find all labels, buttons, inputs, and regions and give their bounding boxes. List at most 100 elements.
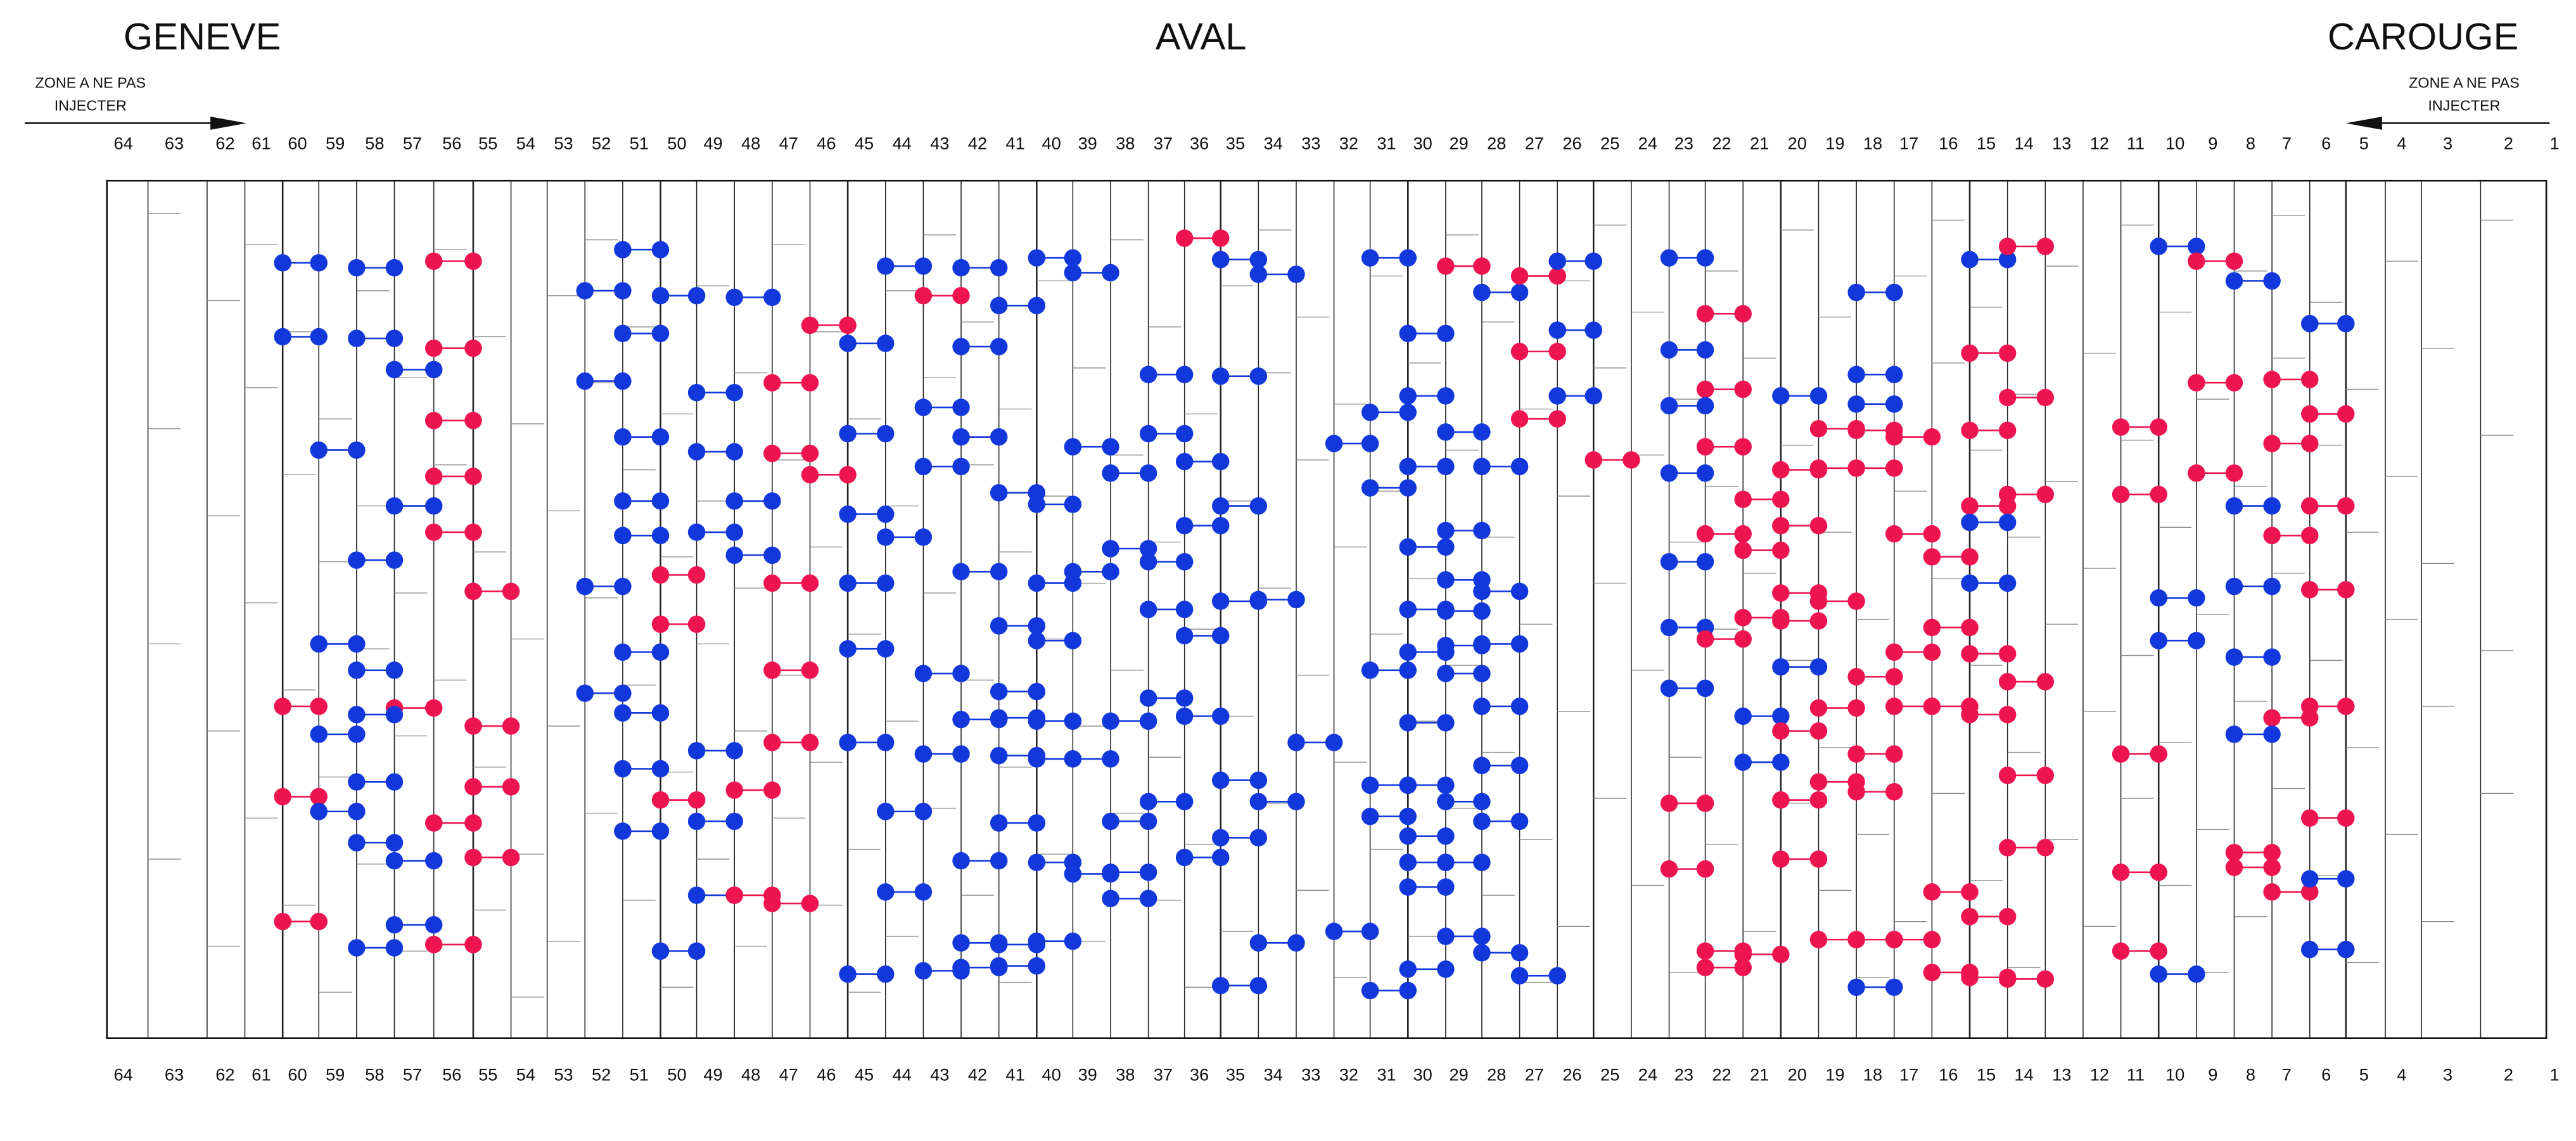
injection-point — [763, 661, 781, 679]
injection-point — [1028, 249, 1046, 267]
injection-point — [1809, 387, 1828, 405]
injection-point — [801, 316, 819, 335]
injection-point — [990, 563, 1008, 581]
injection-point — [687, 942, 706, 960]
injection-point — [1696, 464, 1714, 482]
zone-label: ZONE A NE PAS — [2409, 74, 2520, 91]
injection-point — [877, 335, 895, 352]
column-label: 11 — [2127, 1065, 2145, 1085]
injection-point — [1064, 495, 1082, 513]
injection-point — [1139, 540, 1157, 558]
injection-point — [1175, 707, 1194, 725]
injection-point — [1961, 497, 1979, 515]
injection-point — [1473, 582, 1491, 601]
injection-point — [1660, 794, 1678, 812]
injection-point — [2225, 252, 2243, 271]
injection-point — [2337, 581, 2355, 599]
injection-point — [1028, 296, 1046, 315]
column-label: 50 — [667, 1065, 686, 1085]
injection-point — [914, 398, 933, 416]
injection-point — [1028, 632, 1046, 649]
injection-point — [1809, 658, 1828, 676]
injection-point — [1772, 541, 1790, 559]
injection-point — [1102, 464, 1119, 482]
injection-point — [310, 698, 328, 715]
injection-point — [614, 704, 632, 722]
injection-point — [1437, 643, 1455, 661]
injection-point — [801, 466, 819, 484]
column-label: 61 — [252, 133, 271, 153]
injection-point — [1961, 548, 1979, 566]
injection-point — [1998, 344, 2017, 362]
column-label: 58 — [365, 1065, 384, 1085]
column-label: 53 — [554, 133, 573, 153]
column-label: 15 — [1977, 1065, 1996, 1085]
injection-point — [801, 444, 819, 462]
injection-point — [1028, 853, 1046, 871]
injection-point — [839, 316, 857, 335]
injection-point — [614, 577, 632, 596]
injection-point — [763, 734, 781, 751]
injection-point — [1473, 665, 1491, 682]
injection-point — [952, 286, 970, 305]
column-label: 51 — [630, 1065, 649, 1085]
column-label: 57 — [403, 1065, 422, 1085]
column-label: 60 — [288, 1065, 307, 1085]
column-label: 55 — [478, 1065, 497, 1085]
injection-point — [274, 328, 291, 346]
injection-point — [614, 428, 632, 446]
injection-point — [1211, 250, 1230, 269]
injection-point — [990, 617, 1008, 635]
injection-point — [687, 791, 706, 809]
injection-point — [801, 574, 819, 592]
injection-point — [1734, 490, 1752, 508]
injection-point — [990, 428, 1008, 446]
injection-point — [1548, 410, 1566, 428]
injection-point — [1961, 706, 1979, 723]
injection-point — [576, 372, 594, 390]
injection-point — [651, 492, 670, 510]
injection-point — [1325, 922, 1343, 940]
injection-point — [1437, 457, 1455, 476]
injection-point — [348, 939, 366, 957]
column-label: 12 — [2090, 133, 2109, 153]
injection-point — [1998, 673, 2017, 691]
injection-point — [687, 615, 706, 634]
center-title: AVAL — [1156, 15, 1247, 58]
injection-point — [310, 254, 328, 272]
injection-point — [877, 257, 895, 275]
injection-point — [2225, 648, 2243, 666]
injection-point — [2263, 648, 2281, 666]
injection-point — [2188, 589, 2205, 607]
injection-point — [1028, 617, 1046, 635]
injection-point — [952, 710, 970, 729]
column-label: 8 — [2246, 133, 2255, 153]
zone-arrowhead — [210, 117, 247, 130]
injection-point — [1325, 734, 1343, 751]
column-label: 46 — [817, 1065, 836, 1085]
injection-point — [2225, 464, 2243, 482]
injection-point — [1510, 967, 1529, 985]
injection-point — [1923, 964, 1941, 981]
column-label: 8 — [2246, 1065, 2255, 1085]
injection-point — [1473, 283, 1491, 302]
injection-point — [1175, 366, 1194, 383]
injection-point — [1772, 722, 1790, 740]
injection-point — [1772, 516, 1790, 535]
injection-point — [424, 497, 443, 515]
injection-point — [1923, 548, 1941, 566]
injection-point — [2225, 843, 2243, 862]
column-label: 38 — [1116, 1065, 1135, 1085]
injection-point — [914, 257, 933, 275]
injection-point — [2263, 435, 2281, 452]
injection-point — [614, 241, 632, 258]
column-label: 25 — [1600, 1065, 1619, 1085]
injection-point — [1734, 438, 1752, 456]
injection-point — [1809, 931, 1828, 948]
injection-point — [1473, 602, 1491, 620]
injection-point — [651, 791, 670, 809]
injection-point — [1399, 538, 1417, 556]
injection-point — [464, 814, 482, 832]
injection-point — [2036, 485, 2055, 504]
injection-point — [2150, 864, 2167, 881]
